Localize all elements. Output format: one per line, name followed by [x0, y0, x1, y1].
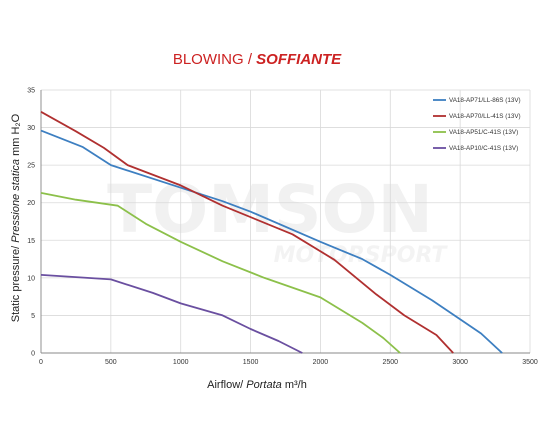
x-tick-label: 1000: [173, 359, 189, 366]
chart-title: BLOWING / SOFFIANTE: [173, 51, 342, 68]
y-tick-label: 10: [27, 275, 35, 282]
tick-labels: 0 500 1000 1500 2000 2500 3000 3500 0 5 10 15 20 25 30…: [27, 88, 538, 367]
legend-label-2: VA18-AP70/LL-41S (13V): [449, 113, 521, 120]
watermark-subtext: MOTORSPORT: [274, 243, 449, 268]
title-separator: /: [244, 51, 257, 68]
x-axis-label-italic: Portata: [246, 379, 281, 391]
y-tick-label: 25: [27, 163, 35, 170]
y-tick-label: 5: [31, 313, 35, 320]
title-main: BLOWING: [173, 51, 244, 68]
legend-label-1: VA18-AP71/LL-86S (13V): [449, 97, 521, 104]
x-axis-title: Airflow/ Portata m³/h: [207, 379, 307, 391]
y-tick-label: 15: [27, 238, 35, 245]
series-line-4: [40, 274, 303, 354]
axes: [40, 90, 530, 354]
x-tick-label: 3500: [522, 359, 538, 366]
legend-label-4: VA18-AP10/C-41S (13V): [449, 145, 518, 152]
series-lines: [40, 111, 503, 354]
legend-label-3: VA18-AP51/C-41S (13V): [449, 129, 518, 136]
y-axis-label: Static pressure: [10, 249, 22, 322]
x-tick-label: 500: [105, 359, 117, 366]
x-axis-label: Airflow: [207, 379, 240, 391]
watermark-text: TOMSON: [107, 171, 433, 248]
y-axis-label-italic: Pressione statica: [10, 159, 22, 243]
y-axis-title: Static pressure/ Pressione statica mm H₂…: [10, 113, 22, 322]
x-tick-label: 3000: [452, 359, 468, 366]
y-tick-label: 0: [31, 351, 35, 358]
legend: VA18-AP71/LL-86S (13V) VA18-AP70/LL-41S (…: [433, 97, 521, 152]
series-line-2: [40, 111, 454, 354]
series-line-1: [40, 129, 503, 354]
x-tick-label: 0: [39, 359, 43, 366]
y-tick-label: 20: [27, 200, 35, 207]
x-tick-label: 1500: [243, 359, 259, 366]
y-tick-label: 30: [27, 125, 35, 132]
x-axis-unit: m³/h: [285, 379, 307, 391]
grid: [40, 89, 531, 354]
y-tick-label: 35: [27, 88, 35, 95]
x-tick-label: 2500: [382, 359, 398, 366]
series-line-3: [40, 192, 401, 354]
title-subtitle: SOFFIANTE: [256, 51, 342, 68]
x-tick-label: 2000: [313, 359, 329, 366]
y-axis-unit: mm H₂O: [10, 113, 22, 156]
